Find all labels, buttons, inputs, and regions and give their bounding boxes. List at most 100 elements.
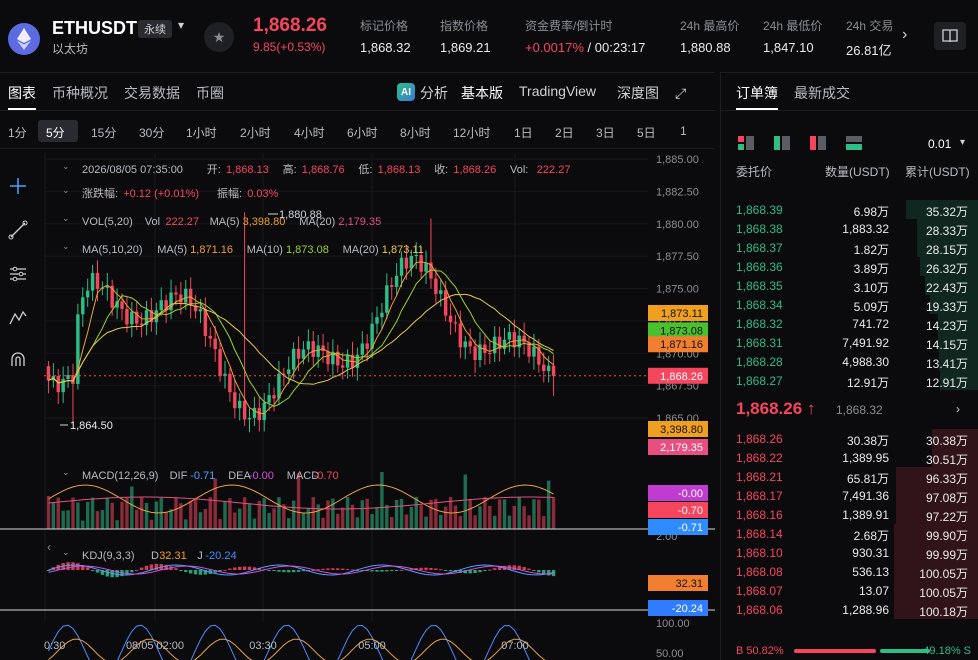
pattern-tool-icon[interactable] xyxy=(7,307,29,329)
tab-coin-circle[interactable]: 币圈 xyxy=(196,85,224,101)
interval-option[interactable]: 1日 xyxy=(514,126,533,140)
volume-bar xyxy=(242,497,247,529)
symbol-name[interactable]: ETHUSDT xyxy=(52,18,137,38)
macd-bar xyxy=(488,569,492,571)
order-total: 28.15万 xyxy=(925,243,968,257)
volume-bar xyxy=(135,509,139,529)
ask-row[interactable]: 1,868.26 30.38万 30.38万 xyxy=(721,429,978,448)
ask-row[interactable]: 1,868.21 65.81万 96.33万 xyxy=(721,467,978,486)
order-price: 1,868.07 xyxy=(736,584,783,598)
crosshair-icon[interactable] xyxy=(7,175,29,197)
view-both-icon[interactable] xyxy=(737,135,755,151)
eth-logo-icon xyxy=(8,23,40,55)
interval-option[interactable]: 30分 xyxy=(139,126,165,140)
ask-row[interactable]: 1,868.14 2.68万 99.90万 xyxy=(721,524,978,543)
fullscreen-icon[interactable]: ⤢ xyxy=(675,85,687,101)
ask-row[interactable]: 1,868.10 930.31 99.99万 xyxy=(721,543,978,562)
bid-row[interactable]: 1,868.39 6.98万 35.32万 xyxy=(721,200,978,219)
book-icon[interactable] xyxy=(934,22,966,50)
interval-option[interactable]: 3日 xyxy=(596,126,615,140)
macd-bar xyxy=(242,566,247,570)
interval-option[interactable]: 2日 xyxy=(555,126,574,140)
tab-coin-overview[interactable]: 币种概况 xyxy=(52,85,108,101)
chevron-right-icon[interactable]: › xyxy=(956,402,960,416)
favorite-star-icon[interactable]: ★ xyxy=(204,22,234,52)
interval-option[interactable]: 6小时 xyxy=(347,126,378,140)
bid-row[interactable]: 1,868.38 1,883.32 28.33万 xyxy=(721,219,978,238)
candle-body xyxy=(301,349,306,359)
bid-row[interactable]: 1,868.34 5.09万 19.33万 xyxy=(721,295,978,314)
price-axis-label: 1,882.50 xyxy=(656,186,699,198)
depth-bar xyxy=(894,562,978,581)
volume-bar xyxy=(81,520,85,529)
precision-select[interactable]: 0.01 xyxy=(928,137,952,151)
tab-latest-trades[interactable]: 最新成交 xyxy=(794,85,850,101)
volume-bar xyxy=(336,513,340,529)
value-tag: 3,398.80 xyxy=(660,424,703,436)
interval-option[interactable]: 1 xyxy=(680,124,687,138)
ask-row[interactable]: 1,868.22 1,389.95 30.51万 xyxy=(721,448,978,467)
candle-body xyxy=(463,341,467,348)
tab-order-book[interactable]: 订单簿 xyxy=(736,85,778,101)
basic-version-button[interactable]: 基本版 xyxy=(461,85,503,101)
macd-bar xyxy=(355,570,360,571)
ask-row[interactable]: 1,868.06 1,288.96 100.18万 xyxy=(721,600,978,619)
horizontal-lines-icon[interactable] xyxy=(7,263,29,285)
interval-option[interactable]: 4小时 xyxy=(294,126,325,140)
macd-bar xyxy=(105,570,110,577)
analysis-button[interactable]: 分析 xyxy=(420,85,448,101)
ask-row[interactable]: 1,868.16 1,389.91 97.22万 xyxy=(721,505,978,524)
order-price: 1,868.28 xyxy=(736,355,783,369)
tradingview-button[interactable]: TradingView xyxy=(519,83,597,99)
volume-bar xyxy=(370,514,374,529)
tab-chart[interactable]: 图表 xyxy=(8,85,36,101)
order-price: 1,868.36 xyxy=(736,260,783,274)
macd-bar xyxy=(517,565,521,570)
ask-row[interactable]: 1,868.07 13.07 100.05万 xyxy=(721,581,978,600)
ai-analysis-icon[interactable]: AI xyxy=(397,83,415,101)
bid-row[interactable]: 1,868.27 12.91万 12.91万 xyxy=(721,371,978,390)
interval-option[interactable]: 5日 xyxy=(637,126,656,140)
macd-bar xyxy=(218,570,222,572)
volume-bar xyxy=(95,511,100,529)
magnet-icon[interactable] xyxy=(7,349,29,371)
interval-option[interactable]: 12小时 xyxy=(453,126,491,140)
ask-row[interactable]: 1,868.17 7,491.36 97.08万 xyxy=(721,486,978,505)
view-grid-icon[interactable] xyxy=(845,135,863,151)
candlestick-chart[interactable]: 1,885.00 1,882.50 1,880.00 1,877.50 1,875.00… xyxy=(0,73,715,660)
macd-bar xyxy=(223,569,227,571)
price-change: 9.85(+0.53%) xyxy=(253,40,326,54)
bid-row[interactable]: 1,868.36 3.89万 26.32万 xyxy=(721,257,978,276)
interval-option[interactable]: 1小时 xyxy=(186,126,217,140)
precision-dropdown-icon[interactable]: ▾ xyxy=(960,137,966,148)
chevron-right-icon[interactable]: › xyxy=(902,26,908,43)
interval-bar: 1分 5分 15分 30分 1小时 2小时 4小时 6小时 8小时 12小时 1日 2日 3日 5日 1 xyxy=(0,111,715,149)
interval-option[interactable]: 8小时 xyxy=(400,126,431,140)
bid-row[interactable]: 1,868.31 7,491.92 14.15万 xyxy=(721,333,978,352)
view-bids-icon[interactable] xyxy=(773,135,791,151)
candle-body xyxy=(135,311,139,324)
candle-body xyxy=(409,256,414,269)
candle-body xyxy=(375,317,379,324)
bid-row[interactable]: 1,868.35 3.10万 22.43万 xyxy=(721,276,978,295)
interval-option[interactable]: 1分 xyxy=(8,126,27,140)
macd-bar xyxy=(237,566,242,570)
stat-index-price: 指数价格 1,869.21 xyxy=(440,17,491,55)
bid-row[interactable]: 1,868.28 4,988.30 13.41万 xyxy=(721,352,978,371)
order-book-panel: 订单簿 最新成交 0.01 ▾ 委托价 数量(USDT) 累计(USDT) 1,… xyxy=(720,72,978,660)
tab-trading-data[interactable]: 交易数据 xyxy=(124,85,180,101)
interval-option[interactable]: 2小时 xyxy=(240,126,271,140)
ask-row[interactable]: 1,868.08 536.13 100.05万 xyxy=(721,562,978,581)
bid-row[interactable]: 1,868.37 1.82万 28.15万 xyxy=(721,238,978,257)
symbol-dropdown-icon[interactable]: ▾ xyxy=(178,18,185,32)
view-asks-icon[interactable] xyxy=(809,135,827,151)
order-quantity: 1,883.32 xyxy=(842,222,889,236)
interval-option[interactable]: 5分 xyxy=(46,126,65,140)
depth-bar xyxy=(916,238,978,257)
bid-row[interactable]: 1,868.32 741.72 14.23万 xyxy=(721,314,978,333)
legend-text: -20.24 xyxy=(205,550,236,562)
legend-text: 2026/08/05 07:35:00 xyxy=(82,164,183,176)
depth-chart-button[interactable]: 深度图 xyxy=(617,85,659,101)
trendline-icon[interactable] xyxy=(7,219,29,241)
interval-option[interactable]: 15分 xyxy=(91,126,117,140)
